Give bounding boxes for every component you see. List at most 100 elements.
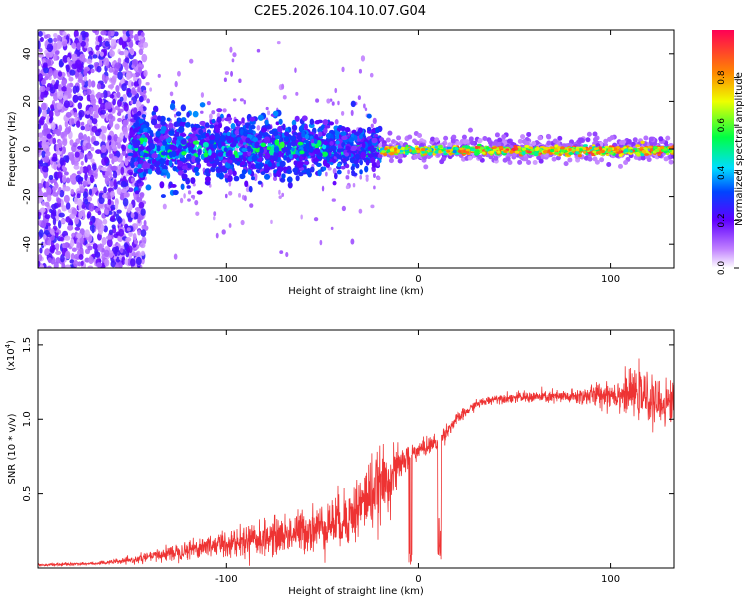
- heatmap-cell: [38, 106, 42, 115]
- heatmap-cell: [118, 51, 125, 56]
- heatmap-cell: [52, 192, 59, 197]
- heatmap-cell: [38, 53, 44, 58]
- heatmap-cell: [480, 146, 484, 150]
- heatmap-cell: [220, 113, 224, 119]
- heatmap-cell: [73, 164, 80, 170]
- heatmap-cell: [286, 169, 293, 175]
- heatmap-cell: [317, 169, 322, 177]
- heatmap-cell: [376, 159, 381, 167]
- heatmap-cell: [176, 117, 182, 123]
- heatmap-cell: [348, 136, 354, 143]
- heatmap-cell: [223, 147, 228, 153]
- heatmap-cell: [143, 69, 148, 77]
- heatmap-cell: [273, 151, 279, 158]
- heatmap-cell: [59, 157, 65, 166]
- heatmap-cell: [97, 128, 102, 133]
- heatmap-cell: [48, 68, 53, 77]
- heatmap-cell: [100, 92, 104, 98]
- heatmap-cell: [274, 139, 280, 146]
- heatmap-cell: [72, 142, 78, 148]
- heatmap-cell: [49, 245, 55, 254]
- heatmap-cell: [101, 134, 106, 142]
- heatmap-cell: [125, 237, 132, 242]
- heatmap-cell: [95, 262, 103, 268]
- heatmap-cell: [213, 216, 216, 221]
- heatmap-cell: [229, 46, 233, 53]
- heatmap-cell: [94, 248, 99, 256]
- heatmap-cell: [54, 215, 60, 222]
- snr-scale-prefix: (x10: [6, 348, 17, 371]
- heatmap-cell: [224, 71, 230, 76]
- heatmap-cell: [663, 150, 668, 154]
- heatmap-cell: [56, 40, 63, 50]
- heatmap-cell: [168, 130, 175, 136]
- heatmap-cell: [492, 140, 498, 146]
- heatmap-cell: [279, 177, 286, 183]
- heatmap-cell: [272, 131, 279, 137]
- heatmap-cell: [243, 99, 247, 105]
- heatmap-cell: [131, 59, 139, 66]
- heatmap-cell: [553, 148, 559, 152]
- heatmap-cell: [493, 155, 499, 161]
- heatmap-cell: [118, 228, 125, 237]
- heatmap-cell: [195, 157, 200, 163]
- heatmap-cell: [91, 125, 98, 133]
- heatmap-cell: [336, 163, 342, 168]
- heatmap-cell: [256, 48, 261, 53]
- heatmap-cell: [497, 150, 501, 154]
- heatmap-cell: [317, 152, 323, 157]
- heatmap-cell: [135, 256, 142, 266]
- heatmap-cell: [70, 188, 75, 195]
- heatmap-cell: [353, 134, 358, 141]
- heatmap-cell: [38, 72, 43, 82]
- heatmap-cell: [118, 261, 123, 268]
- heatmap-cell: [62, 31, 67, 37]
- heatmap-cell: [369, 72, 374, 78]
- heatmap-cell: [470, 148, 476, 152]
- heatmap-cell: [329, 140, 334, 146]
- heatmap-cell: [61, 262, 66, 268]
- heatmap-y-axis-label: Frequency (Hz): [7, 111, 18, 187]
- heatmap-cell: [80, 260, 84, 266]
- heatmap-cell: [181, 133, 187, 137]
- heatmap-cell: [575, 148, 580, 152]
- heatmap-cell: [509, 150, 514, 154]
- heatmap-cell: [249, 120, 256, 125]
- heatmap-cell: [188, 146, 194, 153]
- heatmap-cell: [279, 160, 286, 168]
- heatmap-cell: [38, 30, 43, 37]
- heatmap-cell: [172, 165, 178, 172]
- heatmap-cell: [197, 148, 202, 156]
- heatmap-cell: [216, 116, 222, 123]
- heatmap-cell: [115, 85, 120, 93]
- heatmap-cell: [464, 150, 470, 154]
- heatmap-cell: [100, 30, 107, 36]
- heatmap-cell: [214, 132, 221, 140]
- heatmap-cell: [211, 118, 216, 124]
- heatmap-cell: [101, 236, 107, 246]
- heatmap-cell: [617, 163, 623, 169]
- heatmap-cell: [648, 136, 654, 142]
- heatmap-cell: [257, 180, 263, 185]
- heatmap-cell: [153, 137, 159, 142]
- heatmap-cell: [443, 135, 449, 141]
- heatmap-cell: [124, 62, 129, 71]
- heatmap-cell: [269, 130, 274, 135]
- heatmap-cell: [53, 71, 57, 80]
- heatmap-cell: [439, 144, 443, 149]
- heatmap-cell: [523, 156, 529, 162]
- heatmap-cell: [477, 143, 482, 147]
- heatmap-cell: [51, 203, 57, 210]
- heatmap-cell: [376, 176, 381, 181]
- heatmap-cell: [93, 114, 99, 119]
- heatmap-cell: [545, 133, 551, 139]
- heatmap-cell: [76, 42, 81, 50]
- heatmap-cell: [112, 155, 119, 163]
- heatmap-cell: [55, 250, 62, 256]
- heatmap-cell: [521, 150, 527, 155]
- heatmap-cell: [136, 179, 142, 184]
- heatmap-cell: [169, 91, 174, 97]
- heatmap-cell: [506, 138, 512, 144]
- heatmap-cell: [39, 85, 46, 92]
- heatmap-cell: [163, 134, 169, 139]
